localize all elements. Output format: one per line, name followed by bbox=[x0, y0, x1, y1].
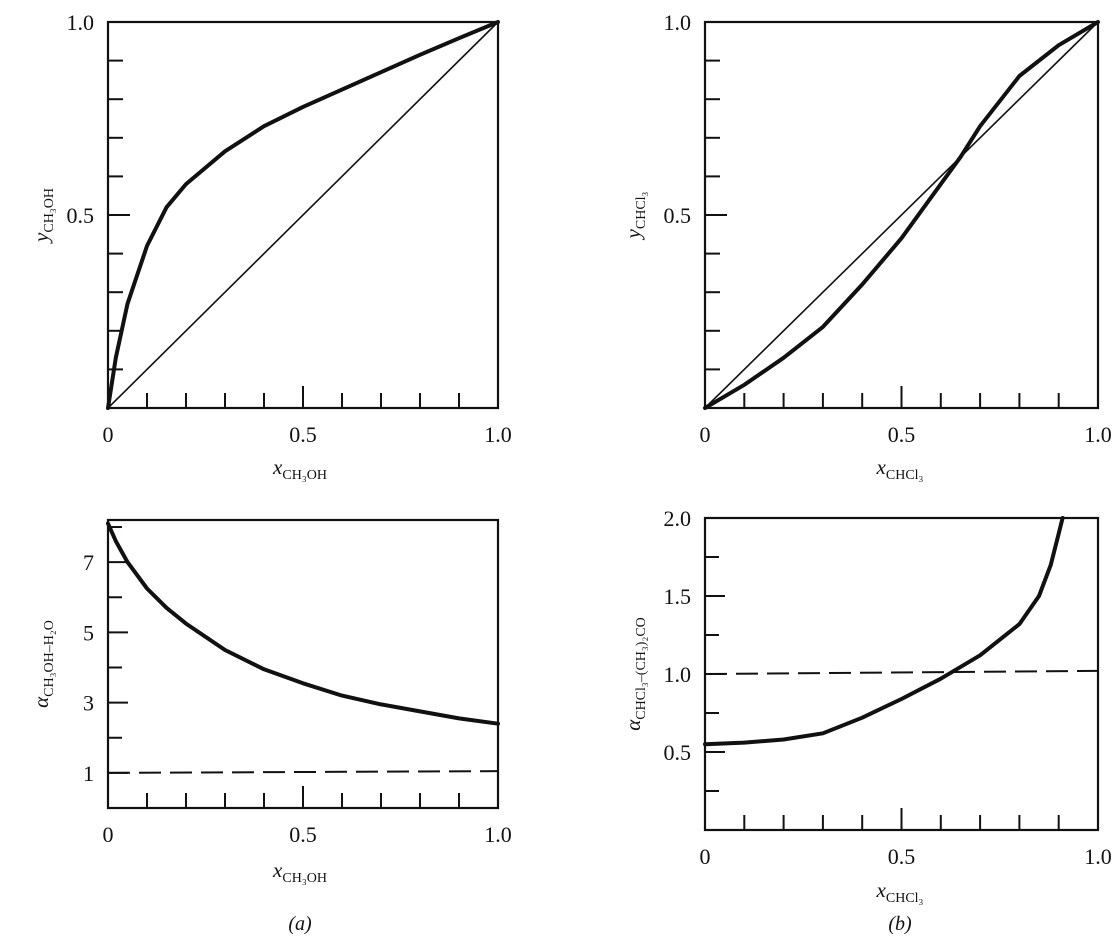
y-tick-label: 1 bbox=[83, 761, 94, 786]
data-curve bbox=[703, 20, 1100, 410]
y-tick-label: 7 bbox=[83, 550, 94, 575]
y-tick-label: 1.0 bbox=[67, 10, 95, 35]
y-axis-label: αCH₃OH–H₂O bbox=[29, 620, 57, 708]
chart-panel-b-bottom: 0 0.5 1.0 0.5 1.0 1.5 2.0 xCHCl₃ αCHCl₃–(CH₃)₂CO… bbox=[621, 506, 1112, 935]
x-tick-label: 1.0 bbox=[1084, 844, 1112, 869]
y-tick-label: 5 bbox=[83, 620, 94, 645]
x-axis-label-subscript: CH₃OH bbox=[282, 468, 327, 483]
x-axis-label-subscript: CHCl₃ bbox=[886, 891, 924, 906]
reference-line-dashed bbox=[704, 669, 1099, 675]
y-axis-label-subscript: CH₃OH bbox=[42, 188, 57, 233]
data-curve bbox=[106, 20, 500, 410]
x-tick-label: 1.0 bbox=[1084, 422, 1112, 447]
x-axis-label: xCH₃OH bbox=[272, 858, 327, 886]
x-axis-label-main: x bbox=[876, 455, 887, 479]
x-tick-label: 1.0 bbox=[484, 822, 512, 847]
y-axis-label-subscript: CHCl₃ bbox=[634, 191, 649, 229]
y-axis-label-main: y bbox=[29, 232, 53, 244]
x-tick-label: 0.5 bbox=[888, 422, 916, 447]
panel-label: (b) bbox=[888, 913, 912, 935]
x-tick-label: 1.0 bbox=[484, 422, 512, 447]
x-axis-label-subscript: CH₃OH bbox=[282, 871, 327, 886]
y-axis-label: yCH₃OH bbox=[29, 188, 57, 244]
y-axis-label-main: y bbox=[621, 228, 645, 240]
y-tick-label: 0.5 bbox=[664, 203, 692, 228]
x-tick-label: 0.5 bbox=[888, 844, 916, 869]
chart-panel-a-bottom: 0 0.5 1.0 1 3 5 7 xCH₃OH αCH₃OH–H₂O (a) bbox=[29, 518, 512, 935]
y-tick-label: 0.5 bbox=[67, 203, 95, 228]
y-tick-label: 0.5 bbox=[664, 740, 692, 765]
y-tick-label: 3 bbox=[83, 691, 94, 716]
y-axis-label-main: α bbox=[621, 719, 645, 731]
plot-frame bbox=[106, 518, 500, 810]
x-axis-label-main: x bbox=[272, 858, 283, 882]
reference-line-dashed bbox=[107, 770, 499, 774]
y-axis-label: yCHCl₃ bbox=[621, 191, 649, 240]
x-tick-label: 0.5 bbox=[289, 422, 317, 447]
x-tick-label: 0 bbox=[103, 422, 114, 447]
plot-frame bbox=[703, 516, 1100, 832]
y-axis-label: αCHCl₃–(CH₃)₂CO bbox=[621, 617, 649, 731]
data-curve bbox=[703, 516, 1065, 747]
panel-label: (a) bbox=[288, 913, 312, 935]
x-axis-label: xCH₃OH bbox=[272, 455, 327, 483]
x-axis-label-subscript: CHCl₃ bbox=[886, 468, 924, 483]
x-tick-label: 0 bbox=[103, 822, 114, 847]
y-tick-label: 1.5 bbox=[664, 584, 692, 609]
y-tick-label: 2.0 bbox=[664, 506, 692, 531]
x-axis-label: xCHCl₃ bbox=[876, 455, 924, 483]
x-tick-label: 0 bbox=[700, 844, 711, 869]
x-axis-label: xCHCl₃ bbox=[876, 878, 924, 906]
y-axis-label-main: α bbox=[29, 696, 53, 708]
diagonal-line bbox=[704, 21, 1099, 409]
x-axis-label-main: x bbox=[876, 878, 887, 902]
y-axis-label-subscript: CHCl₃–(CH₃)₂CO bbox=[634, 617, 649, 720]
y-tick-label: 1.0 bbox=[664, 662, 692, 687]
x-tick-label: 0 bbox=[700, 422, 711, 447]
y-tick-label: 1.0 bbox=[664, 10, 692, 35]
diagonal-line bbox=[107, 21, 499, 409]
data-curve bbox=[106, 521, 500, 726]
x-axis-label-main: x bbox=[272, 455, 283, 479]
x-tick-label: 0.5 bbox=[289, 822, 317, 847]
y-axis-label-subscript: CH₃OH–H₂O bbox=[42, 620, 57, 697]
